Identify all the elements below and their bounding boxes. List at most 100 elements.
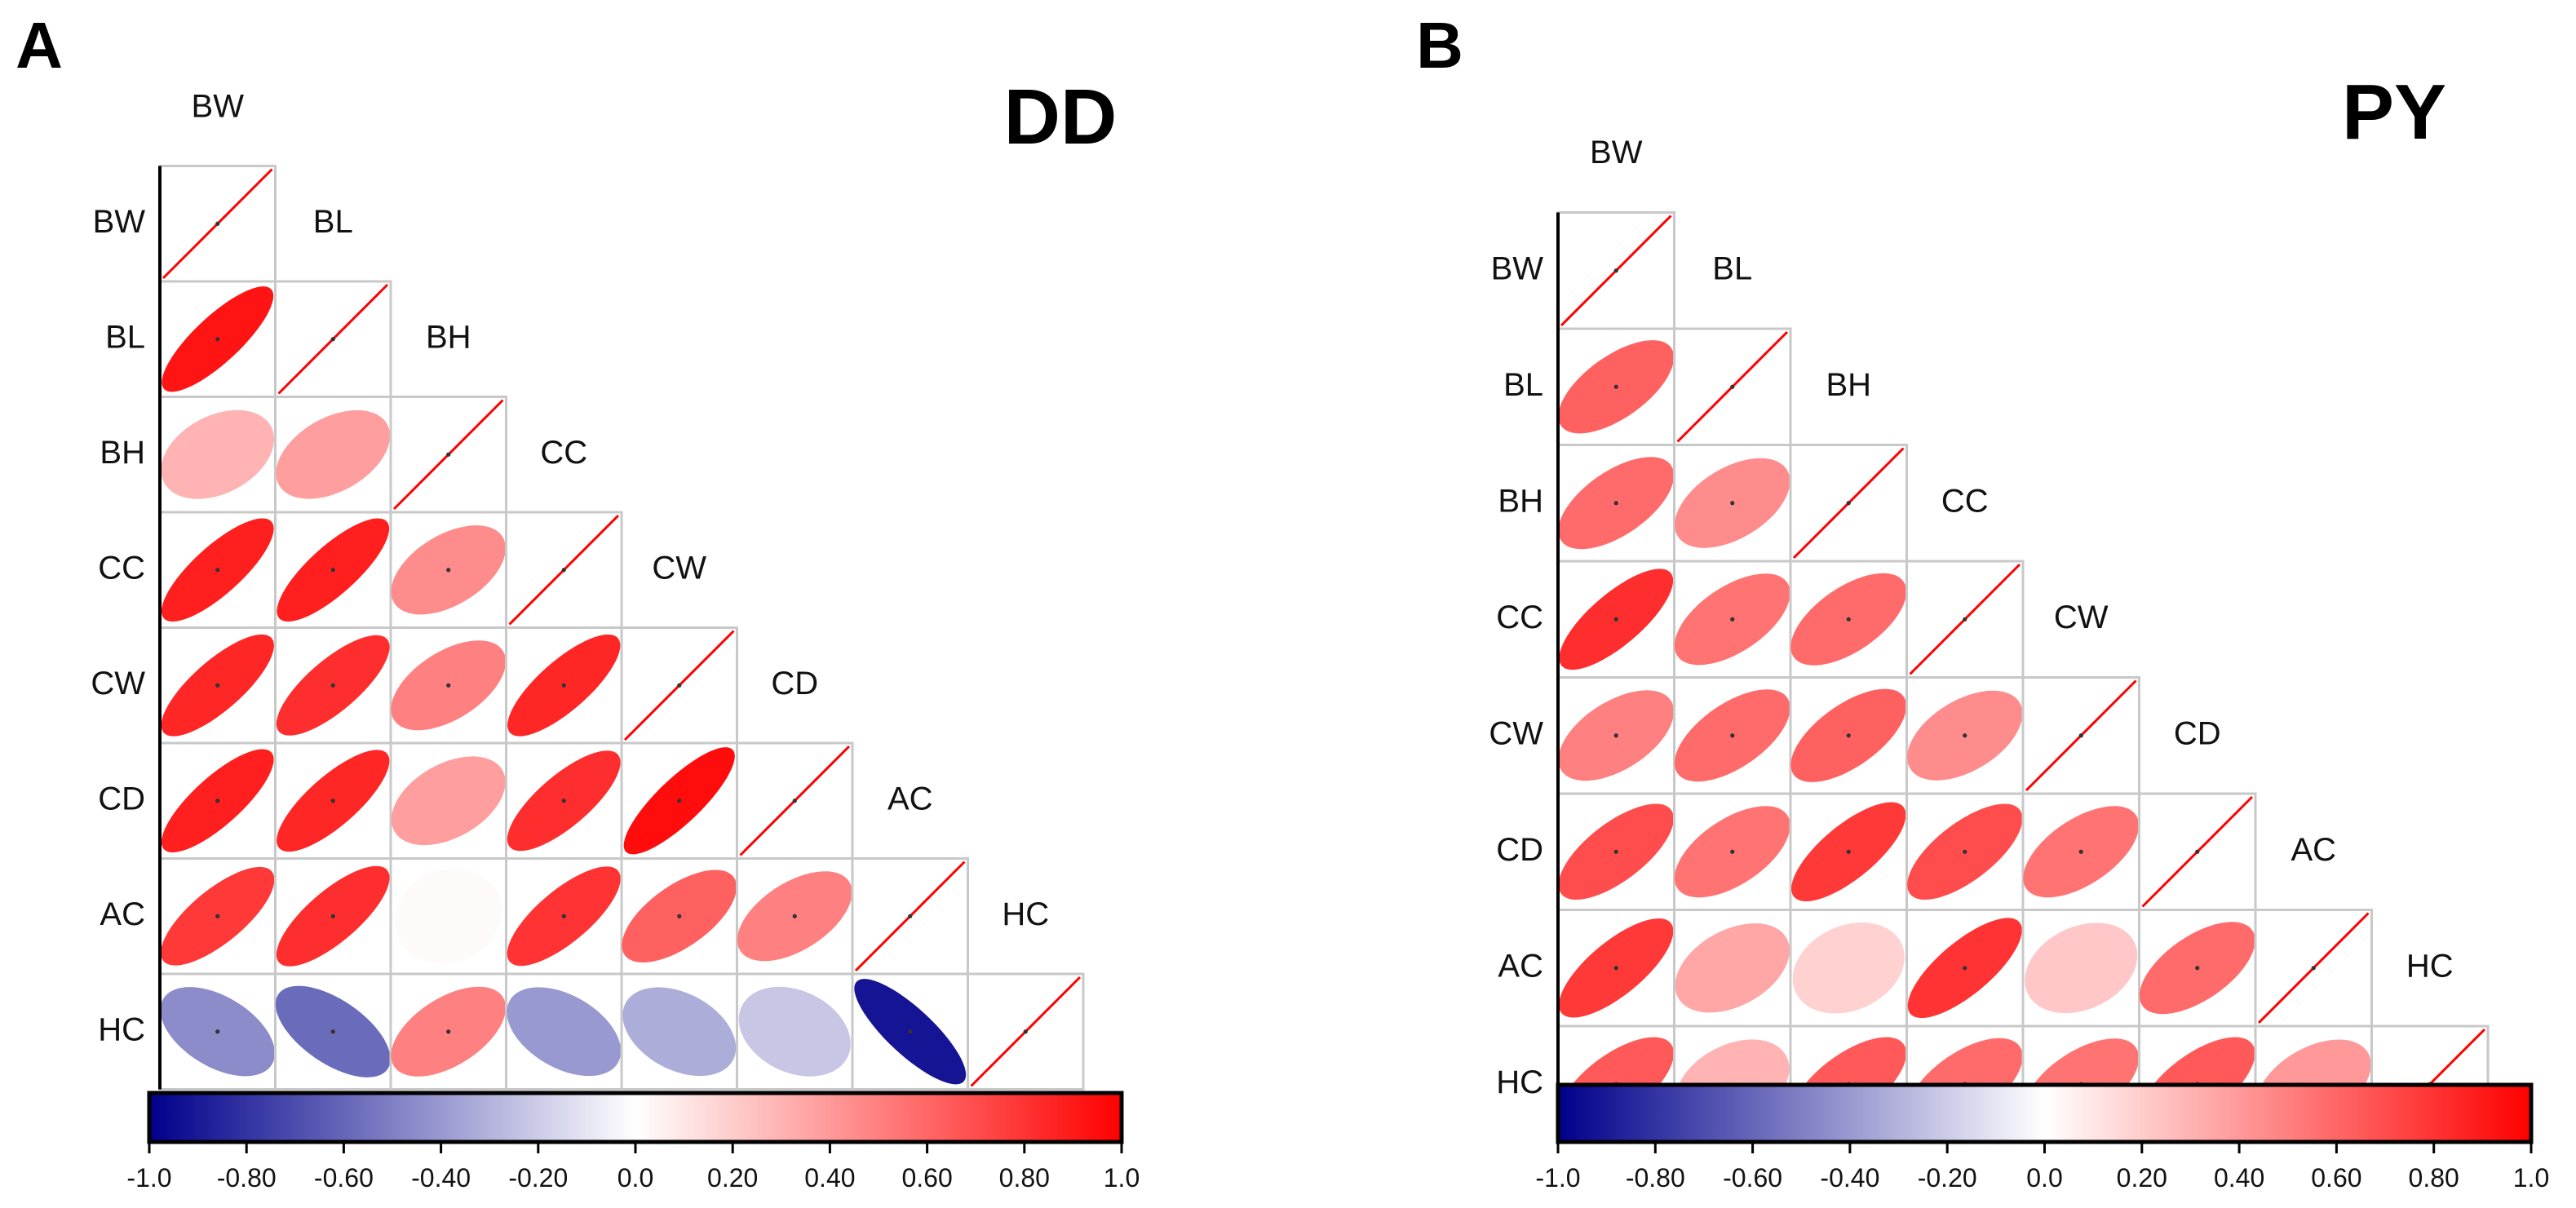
colorbar-tick-label: -1.0 <box>1535 1163 1580 1193</box>
colorbar-tick-label: 0.20 <box>707 1163 758 1193</box>
colorbar-tick-label: -0.20 <box>1918 1163 1977 1193</box>
column-label: BH <box>426 319 471 355</box>
center-dot <box>330 799 335 803</box>
colorbar-tick-label: 0.80 <box>999 1163 1050 1193</box>
colorbar-tick-label: -1.0 <box>126 1163 171 1193</box>
center-dot <box>1730 849 1735 854</box>
center-dot <box>1613 617 1618 622</box>
center-dot <box>446 452 451 457</box>
center-dot <box>1613 966 1618 971</box>
colorbar-tick-label: -0.80 <box>217 1163 277 1193</box>
center-dot <box>1730 617 1735 622</box>
center-dot <box>561 914 566 918</box>
center-dot <box>215 568 220 573</box>
center-dot <box>2195 966 2200 971</box>
colorbar-tick-label: 0.40 <box>2214 1163 2264 1193</box>
column-label: HC <box>1002 896 1049 932</box>
column-label: BH <box>1826 367 1871 403</box>
column-label: BL <box>313 204 353 240</box>
center-dot <box>1613 501 1618 506</box>
column-label: BW <box>192 88 245 124</box>
center-dot <box>215 683 220 688</box>
column-label: CC <box>1941 483 1989 519</box>
row-label: HC <box>1496 1064 1543 1100</box>
center-dot <box>561 683 566 688</box>
row-label: HC <box>98 1011 145 1047</box>
center-dot <box>677 914 682 918</box>
center-dot <box>330 683 335 688</box>
center-dot <box>1963 733 1967 738</box>
row-label: BW <box>1491 250 1544 286</box>
row-label: CC <box>98 550 145 586</box>
panel-letter: A <box>15 9 63 82</box>
center-dot <box>1963 849 1967 854</box>
correlation-ellipse <box>391 756 506 846</box>
colorbar-tick-label: -0.80 <box>1626 1163 1685 1193</box>
center-dot <box>446 683 451 688</box>
column-label: CD <box>771 666 818 701</box>
center-dot <box>2078 849 2083 854</box>
center-dot <box>1846 501 1851 506</box>
row-label: AC <box>1498 948 1543 984</box>
column-label: CW <box>652 550 706 586</box>
center-dot <box>330 568 335 573</box>
row-label: BW <box>93 204 146 240</box>
center-dot <box>561 799 566 803</box>
center-dot <box>792 914 797 918</box>
center-dot <box>1730 501 1735 506</box>
center-dot <box>330 914 335 918</box>
colorbar-tick-label: 0.40 <box>804 1163 855 1193</box>
column-label: CW <box>2054 600 2109 635</box>
row-label: BH <box>100 435 145 471</box>
center-dot <box>215 221 220 226</box>
center-dot <box>1613 268 1618 273</box>
colorbar <box>1556 1082 2534 1144</box>
column-label: AC <box>2291 832 2336 868</box>
colorbar-tick-label: -0.20 <box>508 1163 568 1193</box>
center-dot <box>215 1029 220 1034</box>
center-dot <box>561 568 566 573</box>
column-label: CC <box>540 435 587 471</box>
center-dot <box>215 799 220 803</box>
colorbar-tick-label: 1.0 <box>1104 1163 1140 1193</box>
correlation-ellipse <box>1675 923 1790 1013</box>
center-dot <box>1846 617 1851 622</box>
center-dot <box>908 914 913 918</box>
correlation-ellipse <box>276 409 391 499</box>
colorbar-tick-label: -0.60 <box>314 1163 374 1193</box>
row-label: CW <box>1489 715 1543 751</box>
panel-letter: B <box>1416 9 1463 82</box>
colorbar-tick-label: 0.20 <box>2117 1163 2167 1193</box>
center-dot <box>792 799 797 803</box>
colorbar-tick-label: 1.0 <box>2513 1163 2549 1193</box>
center-dot <box>677 799 682 803</box>
center-dot <box>2195 849 2200 854</box>
group-label: DD <box>1004 73 1118 161</box>
correlation-ellipse <box>507 987 622 1077</box>
colorbar-tick-label: 0.80 <box>2409 1163 2459 1193</box>
column-label: CD <box>2174 715 2221 751</box>
column-label: HC <box>2406 948 2454 984</box>
colorbar-tick-label: -0.60 <box>1723 1163 1782 1193</box>
center-dot <box>677 683 682 688</box>
row-label: CC <box>1496 600 1543 635</box>
row-label: AC <box>100 896 145 932</box>
column-label: AC <box>887 781 933 816</box>
center-dot <box>446 1029 451 1034</box>
column-label: BW <box>1590 135 1643 170</box>
correlation-ellipse <box>1792 922 1905 1014</box>
colorbar-tick-label: -0.40 <box>1820 1163 1879 1193</box>
column-label: BL <box>1712 250 1752 286</box>
center-dot <box>1846 849 1851 854</box>
row-label: CD <box>1496 832 1543 868</box>
row-label: BL <box>1503 367 1543 403</box>
center-dot <box>1963 617 1967 622</box>
group-label: PY <box>2342 69 2446 156</box>
correlation-ellipse <box>161 409 275 499</box>
center-dot <box>1613 849 1618 854</box>
center-dot <box>2311 966 2316 971</box>
center-dot <box>908 1029 913 1034</box>
center-dot <box>1730 733 1735 738</box>
center-dot <box>215 337 220 342</box>
